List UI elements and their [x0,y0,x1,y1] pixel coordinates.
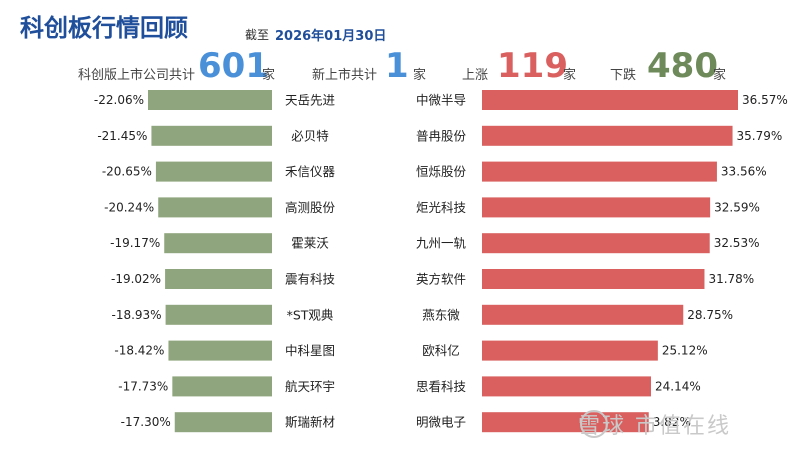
gainer-value-label: 32.59% [714,200,760,214]
gainer-name-label: 九州一轨 [416,236,467,251]
loser-bar [155,161,272,182]
watermark-text: 雪球 市值在线 [578,414,731,439]
watermark-logo-icon [580,410,608,438]
total-label: 科创版上市公司共计 [78,68,196,83]
loser-name-label: 必贝特 [291,128,329,143]
loser-bar [148,90,272,110]
loser-value-label: -19.17% [110,236,160,250]
report-date: 2026年01月30日 [275,29,387,44]
gainer-name-label: 恒烁股份 [416,164,467,179]
down-label: 下跌 [610,68,637,83]
new-count: 1 [385,46,409,86]
loser-name-label: 航天环宇 [285,379,335,394]
gainer-bar [482,340,658,361]
up-unit: 家 [563,68,577,83]
total-count: 601 [198,46,269,86]
gainer-name-label: 中微半导 [416,93,466,108]
gainer-value-label: 28.75% [687,308,733,322]
loser-value-label: -20.24% [104,200,154,214]
loser-bar [168,340,272,361]
gainer-bar [482,90,738,110]
loser-name-label: 斯瑞新材 [285,415,335,430]
up-label: 上涨 [462,68,489,83]
loser-name-label: 霍莱沃 [291,236,329,251]
page-title: 科创板行情回顾 [20,14,188,42]
gainer-bar [482,269,705,289]
loser-value-label: -18.42% [114,344,164,358]
loser-value-label: -17.73% [118,379,168,393]
new-label: 新上市共计 [312,68,378,83]
gainer-value-label: 25.12% [662,344,708,358]
total-unit: 家 [262,68,276,83]
loser-name-label: 禾信仪器 [285,164,336,179]
gainer-bar [482,304,684,325]
down-unit: 家 [713,68,727,83]
loser-bar [151,125,272,146]
loser-value-label: -20.65% [102,165,152,179]
gainer-value-label: 3.82% [653,415,691,429]
loser-value-label: -18.93% [112,308,162,322]
gainer-name-label: 炬光科技 [416,200,467,215]
loser-name-label: 中科星图 [285,343,335,358]
gainer-value-label: 33.56% [721,165,767,179]
loser-value-label: -17.30% [121,415,171,429]
gainer-bar [482,125,733,146]
loser-bar [165,304,272,325]
gainer-value-label: 24.14% [655,379,701,393]
loser-bar [164,233,272,254]
gainer-name-label: 普冉股份 [416,128,467,143]
loser-name-label: 天岳先进 [285,93,336,108]
gainer-name-label: 明微电子 [416,415,466,430]
gainer-bar [482,233,710,254]
gainer-name-label: 欧科亿 [422,343,460,358]
loser-bar [174,412,272,433]
loser-value-label: -19.02% [111,272,161,286]
down-count: 480 [647,46,718,86]
loser-value-label: -22.06% [94,93,144,107]
gainer-value-label: 36.57% [742,93,788,107]
gainer-bar [482,197,711,218]
up-count: 119 [497,46,568,86]
loser-bar [165,269,272,289]
loser-name-label: *ST观典 [287,307,334,322]
loser-name-label: 震有科技 [285,272,336,287]
loser-value-label: -21.45% [97,129,147,143]
gainer-bar [482,376,651,397]
loser-bar [158,197,272,218]
gainer-value-label: 31.78% [708,272,754,286]
loser-name-label: 高测股份 [285,200,336,215]
gainer-bar [482,161,717,182]
gainer-name-label: 燕东微 [422,307,460,322]
new-unit: 家 [413,68,427,83]
gainer-value-label: 32.53% [714,236,760,250]
gainer-name-label: 英方软件 [416,272,466,287]
loser-bar [172,376,272,397]
gainer-name-label: 思看科技 [416,379,467,394]
gainer-value-label: 35.79% [737,129,783,143]
date-prefix: 截至 [245,28,270,42]
